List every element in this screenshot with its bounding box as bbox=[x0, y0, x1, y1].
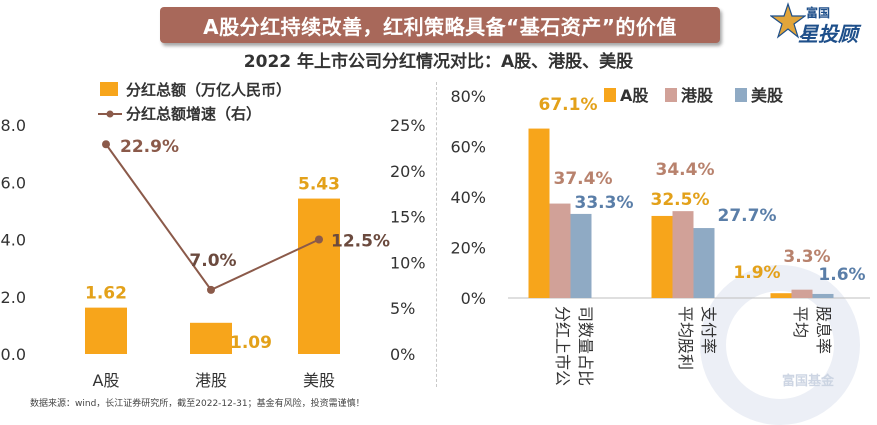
growth-rate-point bbox=[315, 235, 323, 244]
right-x-tick-label: 平均 bbox=[791, 306, 810, 338]
right-chart-y-tick-label: 0% bbox=[461, 289, 486, 308]
right-chart-y-tick-label: 20% bbox=[450, 239, 486, 258]
metric-bar bbox=[549, 203, 571, 298]
legend-swatch-hk bbox=[665, 88, 677, 102]
growth-rate-point bbox=[102, 140, 110, 149]
metric-bar bbox=[651, 215, 673, 298]
metric-data-label: 34.4% bbox=[656, 160, 715, 180]
title-text: A股分红持续改善，红利策略具备“基石资产”的价值 bbox=[203, 14, 677, 39]
total-dividend-bar bbox=[85, 307, 127, 354]
line-data-label: 7.0% bbox=[189, 251, 236, 271]
left-y-tick-label: 2.0 bbox=[1, 288, 26, 307]
legend-swatch-bar bbox=[100, 82, 118, 96]
charts-canvas: 0.02.04.06.08.00%5%10%15%20%25%A股 港股 美股1.6… bbox=[1, 81, 870, 390]
left-x-tick-label: 港股 bbox=[195, 371, 227, 390]
right-y-tick-label: 20% bbox=[390, 162, 426, 181]
watermark-text: 富国基金 bbox=[782, 374, 835, 389]
right-x-tick-label: 支付率 bbox=[699, 306, 718, 354]
brand-name-text: 星投顾 bbox=[798, 22, 858, 46]
metric-data-label: 27.7% bbox=[718, 206, 777, 226]
source-note: 数据来源：wind，长江证券研究所，截至2022-12-31；基金有风险，投资需… bbox=[30, 399, 365, 409]
total-dividend-bar bbox=[298, 198, 340, 354]
right-y-tick-label: 10% bbox=[390, 253, 426, 272]
metric-data-label: 33.3% bbox=[575, 193, 634, 213]
metric-bar bbox=[812, 293, 834, 298]
bar-data-label: 5.43 bbox=[298, 175, 340, 195]
left-x-tick-label: 美股 bbox=[303, 371, 335, 390]
metric-data-label: 32.5% bbox=[651, 190, 710, 210]
left-y-tick-label: 4.0 bbox=[1, 231, 26, 250]
metric-bar bbox=[570, 213, 592, 298]
metric-data-label: 67.1% bbox=[539, 95, 598, 115]
brand-logo: 富国 星投顾 bbox=[770, 2, 870, 46]
legend-label: 美股 bbox=[751, 86, 784, 105]
legend-label: 分红总额（万亿人民币） bbox=[126, 81, 291, 99]
legend-swatch-a-share bbox=[604, 88, 616, 102]
metric-bar bbox=[693, 228, 715, 298]
right-x-tick-label: 分红上市公 bbox=[553, 306, 572, 386]
metric-bar bbox=[528, 128, 550, 298]
legend-label: A股 bbox=[620, 86, 649, 105]
line-data-label: 12.5% bbox=[331, 232, 390, 252]
left-y-tick-label: 0.0 bbox=[1, 345, 26, 364]
metric-data-label: 1.9% bbox=[733, 263, 780, 283]
legend-swatch-us bbox=[735, 88, 747, 102]
star-icon bbox=[770, 2, 806, 39]
left-y-tick-label: 6.0 bbox=[1, 173, 26, 192]
legend-label: 分红总额增速（右） bbox=[126, 105, 261, 123]
left-y-tick-label: 8.0 bbox=[1, 116, 26, 135]
bar-data-label: 1.62 bbox=[85, 284, 127, 304]
chart-divider bbox=[436, 82, 437, 387]
metric-data-label: 3.3% bbox=[783, 247, 830, 267]
right-y-tick-label: 25% bbox=[390, 116, 426, 135]
total-dividend-bar bbox=[190, 322, 232, 354]
left-x-tick-label: A股 bbox=[93, 371, 120, 390]
legend-swatch-point bbox=[106, 110, 114, 118]
right-y-tick-label: 15% bbox=[390, 208, 426, 227]
title-banner: A股分红持续改善，红利策略具备“基石资产”的价值 bbox=[160, 7, 720, 43]
right-chart-y-tick-label: 40% bbox=[450, 188, 486, 207]
line-data-label: 22.9% bbox=[120, 137, 179, 157]
right-y-tick-label: 0% bbox=[390, 345, 415, 364]
chart-subtitle: 2022 年上市公司分红情况对比：A股、港股、美股 bbox=[243, 52, 634, 72]
right-chart-y-tick-label: 80% bbox=[450, 87, 486, 106]
metric-data-label: 37.4% bbox=[554, 169, 613, 189]
bar-data-label: 1.09 bbox=[230, 333, 272, 353]
right-x-tick-label: 平均股利 bbox=[676, 306, 695, 370]
metric-data-label: 1.6% bbox=[818, 265, 865, 285]
metric-bar bbox=[791, 289, 813, 298]
legend-label: 港股 bbox=[681, 86, 714, 105]
right-chart-y-tick-label: 60% bbox=[450, 138, 486, 157]
metric-bar bbox=[672, 211, 694, 298]
metric-bar bbox=[770, 293, 792, 298]
brand-top-text: 富国 bbox=[806, 6, 831, 20]
right-x-tick-label: 司数量占比 bbox=[576, 306, 595, 386]
right-y-tick-label: 5% bbox=[390, 299, 415, 318]
growth-rate-point bbox=[207, 285, 215, 294]
right-x-tick-label: 股息率 bbox=[814, 306, 833, 354]
